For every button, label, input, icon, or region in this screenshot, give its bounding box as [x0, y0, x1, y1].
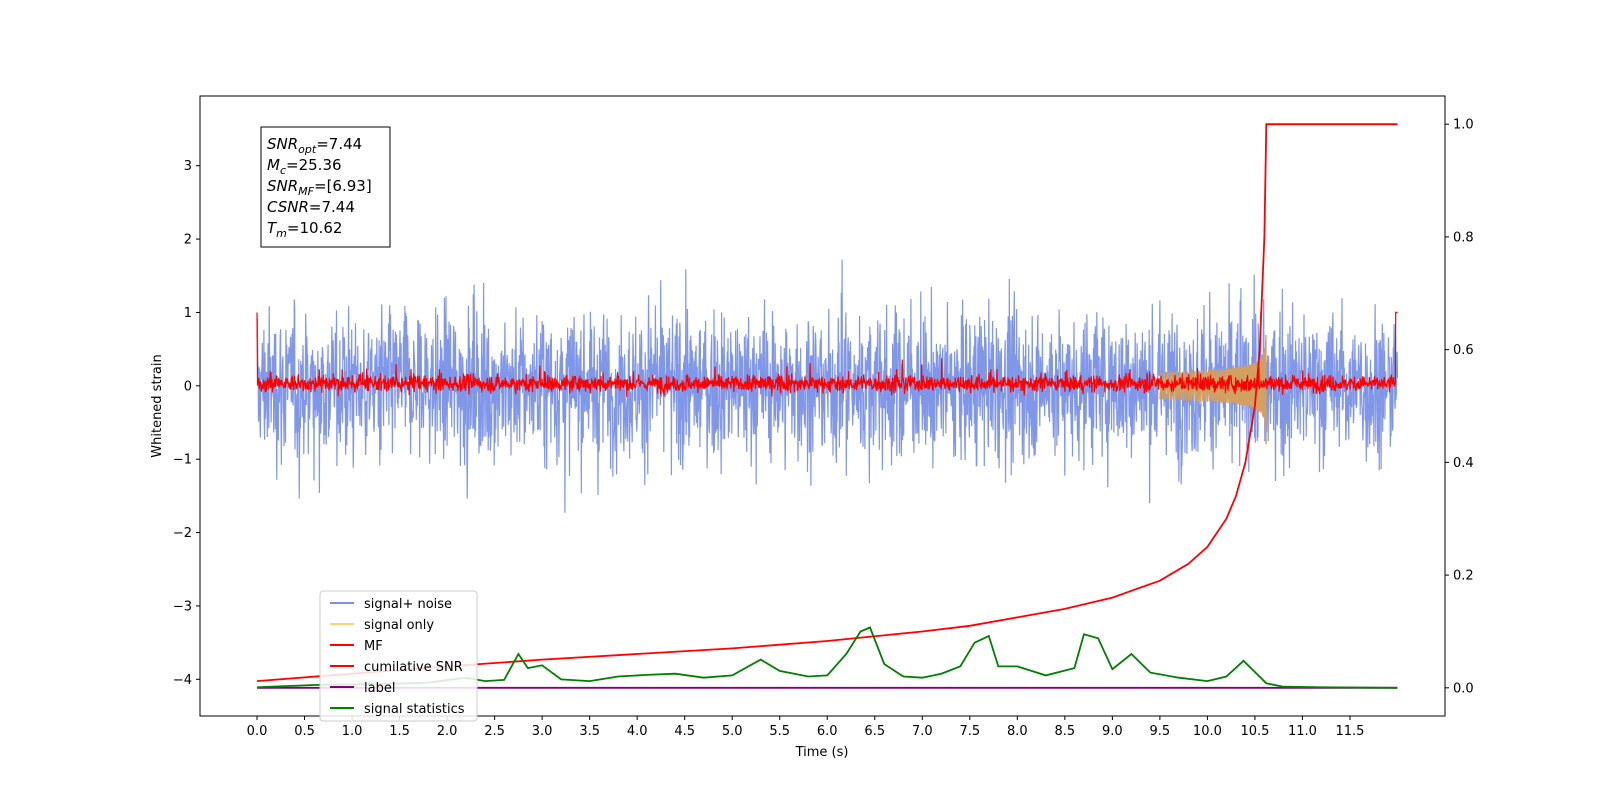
- y-tick-label: −4: [173, 673, 192, 688]
- x-tick-label: 10.0: [1193, 724, 1222, 739]
- x-tick-label: 8.5: [1055, 724, 1076, 739]
- x-axis: 0.0 0.5 1.0 1.5 2.0 2.5 3.0 3.5 4.0 4.5 5.0 5.5 6.0 6…: [247, 716, 1364, 739]
- x-tick-label: 11.0: [1288, 724, 1317, 739]
- x-tick-label: 1.5: [389, 724, 410, 739]
- y-tick-label: −3: [173, 599, 192, 614]
- legend-label: label: [364, 681, 395, 696]
- signal-statistics-line: [256, 626, 1398, 689]
- x-tick-label: 7.0: [912, 724, 933, 739]
- signal-only-line: [1159, 334, 1267, 445]
- y-tick-label: 3: [184, 159, 192, 174]
- x-tick-label: 0.0: [247, 724, 268, 739]
- legend-label: signal+ noise: [364, 597, 452, 612]
- mf-line: [256, 311, 1398, 398]
- x-tick-label: 6.5: [864, 724, 885, 739]
- x-tick-label: 0.5: [294, 724, 315, 739]
- y-tick-label: 0: [184, 379, 192, 394]
- info-box-line: SNRopt=7.44: [267, 135, 362, 156]
- legend-label: signal statistics: [364, 702, 465, 717]
- legend-label: signal only: [364, 618, 434, 633]
- x-tick-label: 3.0: [532, 724, 553, 739]
- y-tick-label: 2: [184, 233, 192, 248]
- x-tick-label: 2.5: [484, 724, 505, 739]
- y-tick-label: −2: [173, 526, 192, 541]
- x-tick-label: 7.5: [959, 724, 980, 739]
- y-axis-label: Whitened strain: [150, 354, 165, 457]
- legend-label: MF: [364, 639, 383, 654]
- x-tick-label: 9.5: [1150, 724, 1171, 739]
- y2-tick-label: 0.0: [1453, 681, 1474, 696]
- y-axis-right: 0.0 0.2 0.4 0.6 0.8 1.0: [1445, 118, 1474, 696]
- legend-frame: [319, 590, 478, 722]
- x-tick-label: 2.0: [437, 724, 458, 739]
- info-box-frame: [260, 126, 391, 248]
- info-box-line: SNRMF=[6.93]: [267, 177, 372, 198]
- info-box: SNRopt=7.44Mc=25.36SNRMF=[6.93]CSNR=7.44…: [260, 126, 391, 248]
- info-box-line: CSNR=7.44: [267, 198, 355, 216]
- x-tick-label: 9.0: [1102, 724, 1123, 739]
- legend: signal+ noise signal only MF cumilative SNR…: [319, 590, 478, 722]
- x-tick-label: 5.0: [722, 724, 743, 739]
- y-tick-label: 1: [184, 306, 192, 321]
- x-tick-label: 10.5: [1240, 724, 1269, 739]
- x-tick-label: 4.0: [627, 724, 648, 739]
- x-tick-label: 3.5: [579, 724, 600, 739]
- y-tick-label: −1: [173, 453, 192, 468]
- y-axis-left: −4 −3 −2 −1 0 1 2 3: [173, 159, 200, 688]
- info-box-line: Tm=10.62: [267, 219, 342, 240]
- x-tick-label: 6.0: [817, 724, 838, 739]
- y2-tick-label: 0.2: [1453, 569, 1474, 584]
- x-tick-label: 8.0: [1007, 724, 1028, 739]
- legend-label: cumilative SNR: [364, 660, 463, 675]
- y2-tick-label: 0.4: [1453, 456, 1474, 471]
- cumulative-snr-line: [256, 123, 1398, 682]
- x-tick-label: 1.0: [342, 724, 363, 739]
- x-axis-label: Time (s): [795, 745, 849, 760]
- x-tick-label: 5.5: [769, 724, 790, 739]
- x-tick-label: 4.5: [674, 724, 695, 739]
- x-tick-label: 11.5: [1335, 724, 1364, 739]
- y2-tick-label: 1.0: [1453, 118, 1474, 133]
- y2-tick-label: 0.8: [1453, 230, 1474, 245]
- info-box-line: Mc=25.36: [267, 156, 342, 177]
- axes-frame: [199, 95, 1446, 717]
- y2-tick-label: 0.6: [1453, 343, 1474, 358]
